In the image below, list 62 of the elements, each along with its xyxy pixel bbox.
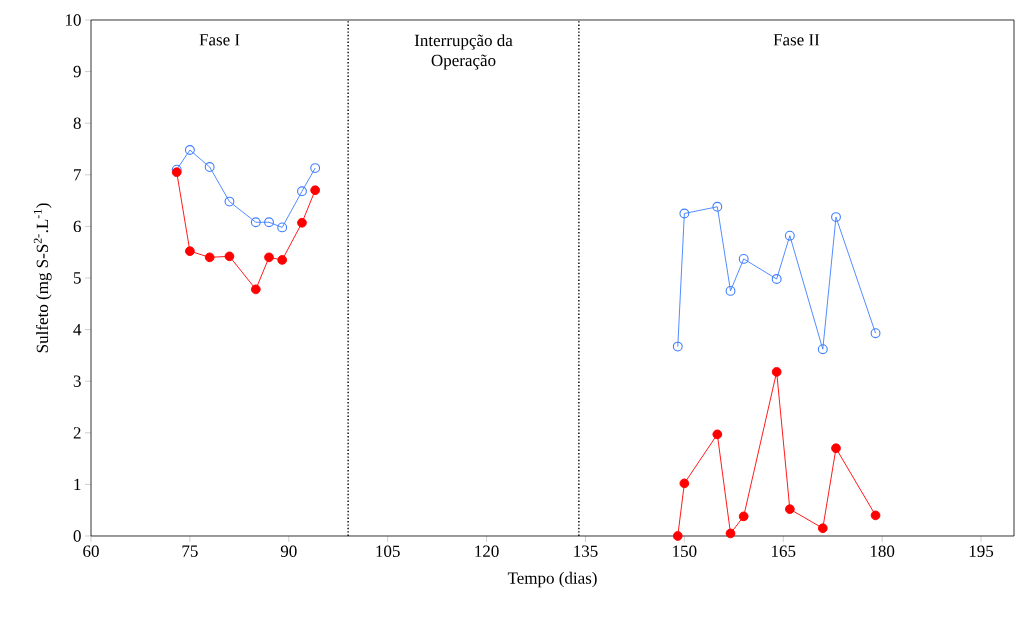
y-tick-label: 6 bbox=[73, 220, 81, 233]
point bbox=[679, 478, 690, 489]
point bbox=[870, 328, 881, 339]
y-tick-label: 7 bbox=[74, 169, 81, 181]
annotation: Interrupção da Operação bbox=[414, 34, 513, 70]
point bbox=[184, 145, 195, 155]
point bbox=[771, 367, 782, 377]
point bbox=[264, 217, 274, 228]
x-tick-label: 195 bbox=[969, 545, 994, 557]
point bbox=[784, 230, 795, 241]
point bbox=[771, 274, 782, 284]
x-tick-label: 165 bbox=[771, 545, 796, 557]
x-tick-label: 60 bbox=[83, 545, 99, 557]
point bbox=[725, 528, 736, 539]
point bbox=[817, 523, 828, 534]
point bbox=[738, 253, 749, 264]
point bbox=[204, 162, 215, 172]
point bbox=[784, 504, 795, 514]
annotation: Fase I bbox=[199, 34, 240, 46]
point bbox=[250, 217, 261, 228]
point bbox=[831, 212, 841, 223]
point bbox=[672, 341, 683, 352]
point bbox=[224, 196, 235, 207]
point bbox=[738, 511, 749, 522]
point bbox=[297, 186, 307, 197]
point bbox=[725, 285, 736, 296]
x-axis-title: Tempo (dias) bbox=[507, 571, 597, 588]
point bbox=[185, 246, 195, 257]
x-tick-label: 180 bbox=[870, 545, 895, 557]
x-tick-label: 105 bbox=[376, 545, 400, 557]
point bbox=[831, 443, 841, 454]
y-tick-label: 0 bbox=[73, 530, 81, 542]
point bbox=[817, 344, 828, 355]
y-tick-label: 4 bbox=[73, 324, 82, 336]
x-tick-label: 120 bbox=[475, 545, 499, 557]
point bbox=[712, 201, 723, 212]
point bbox=[672, 531, 683, 541]
y-tick-label: 3 bbox=[73, 375, 81, 387]
point bbox=[277, 255, 288, 265]
point bbox=[297, 217, 307, 228]
point bbox=[204, 252, 215, 263]
x-tick-label: 150 bbox=[673, 545, 697, 557]
point bbox=[250, 284, 261, 295]
point bbox=[679, 208, 690, 219]
x-tick-label: 135 bbox=[574, 545, 598, 557]
y-tick-label: 8 bbox=[73, 117, 81, 129]
y-tick-label: 9 bbox=[73, 65, 81, 78]
point bbox=[310, 163, 321, 174]
y-tick-label: 2 bbox=[73, 427, 81, 439]
annotation: Fase II bbox=[773, 34, 820, 46]
y-tick-label: 10 bbox=[65, 14, 81, 26]
x-tick-label: 75 bbox=[182, 545, 198, 557]
x-tick-label: 90 bbox=[280, 545, 297, 557]
point bbox=[264, 252, 274, 263]
point bbox=[310, 185, 321, 196]
point bbox=[224, 251, 235, 262]
point bbox=[712, 429, 723, 440]
point bbox=[870, 510, 881, 521]
y-axis-title: Sulfeto (mg S-S$^{2-}$.L$^{-1}$) bbox=[33, 203, 52, 353]
y-tick-label: 1 bbox=[74, 478, 81, 490]
point bbox=[277, 222, 288, 233]
y-tick-label: 5 bbox=[73, 272, 81, 284]
